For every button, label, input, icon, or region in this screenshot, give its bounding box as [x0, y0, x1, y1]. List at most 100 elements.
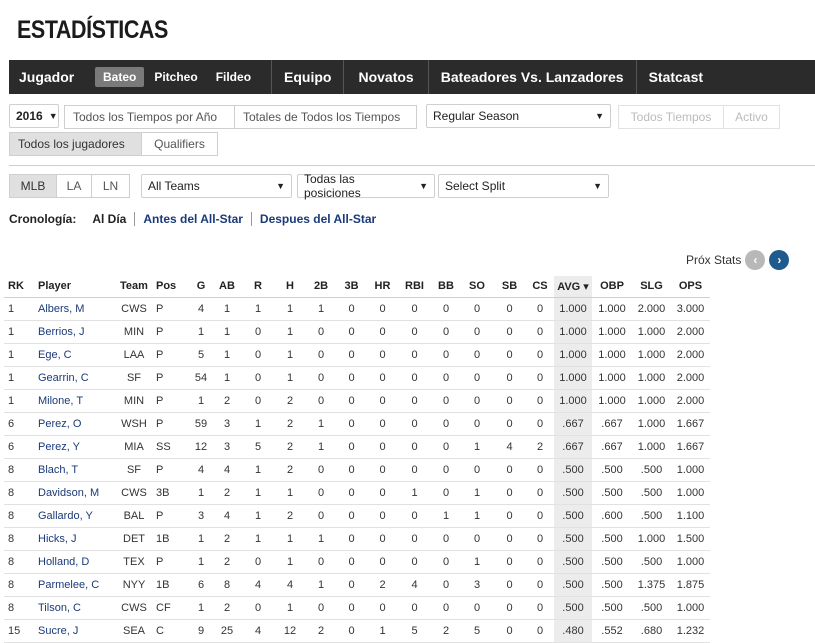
- column-header-r[interactable]: R: [242, 276, 274, 298]
- column-header-player[interactable]: Player: [34, 276, 116, 298]
- table-row: 8 Tilson, C CWS CF 1 2 0 1 0 0 0 0 0 0 0 0.500.500.500 1…: [4, 596, 710, 620]
- column-header-so[interactable]: SO: [461, 276, 493, 298]
- cell-player[interactable]: Perez, O: [34, 412, 116, 436]
- cronologia-despues-all-star[interactable]: Despues del All-Star: [259, 212, 377, 226]
- cell-h: 2: [274, 435, 306, 459]
- todos-jugadores-button[interactable]: Todos los jugadores: [9, 132, 142, 156]
- season-type-select[interactable]: Regular Season ▼: [426, 104, 611, 128]
- team-select[interactable]: All Teams ▼: [141, 174, 292, 198]
- cell-rbi: 0: [398, 550, 431, 574]
- cell-player[interactable]: Davidson, M: [34, 481, 116, 505]
- cell-2b: 0: [306, 343, 336, 367]
- cell-player[interactable]: Sucre, J: [34, 619, 116, 643]
- cell-ops: 1.667: [671, 435, 710, 459]
- cell-so: 1: [461, 481, 493, 505]
- column-header-obp[interactable]: OBP: [592, 276, 632, 298]
- tab-fildeo[interactable]: Fildeo: [215, 70, 252, 84]
- column-header-team[interactable]: Team: [116, 276, 152, 298]
- league-ln-button[interactable]: LN: [92, 174, 130, 198]
- cell-hr: 0: [367, 412, 398, 436]
- tab-equipo[interactable]: Equipo: [272, 60, 345, 94]
- cell-player[interactable]: Holland, D: [34, 550, 116, 574]
- cell-2b: 1: [306, 412, 336, 436]
- cell-2b: 0: [306, 504, 336, 528]
- column-header-g[interactable]: G: [190, 276, 212, 298]
- season-value: 2016: [16, 109, 43, 123]
- column-header-rbi[interactable]: RBI: [398, 276, 431, 298]
- cell-player[interactable]: Ege, C: [34, 343, 116, 367]
- column-header-rk[interactable]: RK: [4, 276, 34, 298]
- cell-ab: 3: [212, 412, 242, 436]
- column-header-3b[interactable]: 3B: [336, 276, 367, 298]
- cell-team: SF: [116, 366, 152, 390]
- cell-player[interactable]: Gearrin, C: [34, 366, 116, 390]
- column-header-pos[interactable]: Pos: [152, 276, 190, 298]
- cronologia-antes-all-star[interactable]: Antes del All-Star: [135, 212, 252, 226]
- cell-player[interactable]: Milone, T: [34, 389, 116, 413]
- tab-pitcheo[interactable]: Pitcheo: [154, 70, 198, 84]
- league-la-button[interactable]: LA: [57, 174, 92, 198]
- cronologia-al-dia[interactable]: Al Día: [92, 212, 136, 226]
- cell-bb: 0: [431, 458, 461, 482]
- chevron-left-icon[interactable]: ‹: [745, 250, 766, 270]
- cell-bb: 2: [431, 619, 461, 643]
- cell-sb: 0: [493, 550, 526, 574]
- cell-cs: 0: [526, 504, 554, 528]
- column-header-2b[interactable]: 2B: [306, 276, 336, 298]
- column-header-avg[interactable]: AVG ▾: [554, 276, 592, 298]
- column-header-ab[interactable]: AB: [212, 276, 242, 298]
- season-select[interactable]: 2016 ▼: [9, 104, 59, 128]
- column-header-slg[interactable]: SLG: [632, 276, 671, 298]
- cell-pos: P: [152, 458, 190, 482]
- column-header-bb[interactable]: BB: [431, 276, 461, 298]
- cell-hr: 2: [367, 573, 398, 597]
- cell-cs: 0: [526, 412, 554, 436]
- column-header-ops[interactable]: OPS: [671, 276, 710, 298]
- column-header-h[interactable]: H: [274, 276, 306, 298]
- cell-slg: 1.000: [632, 412, 671, 436]
- cell-player[interactable]: Tilson, C: [34, 596, 116, 620]
- nav-jugador[interactable]: Jugador: [19, 69, 75, 85]
- cell-so: 1: [461, 435, 493, 459]
- column-header-cs[interactable]: CS: [526, 276, 554, 298]
- todos-tiempos-por-ano-button[interactable]: Todos los Tiempos por Año: [64, 105, 235, 129]
- cell-player[interactable]: Perez, Y: [34, 435, 116, 459]
- column-header-sb[interactable]: SB: [493, 276, 526, 298]
- cell-player[interactable]: Hicks, J: [34, 527, 116, 551]
- tab-bateadores-vs-lanzadores[interactable]: Bateadores Vs. Lanzadores: [429, 60, 637, 94]
- cell-player[interactable]: Parmelee, C: [34, 573, 116, 597]
- cell-obp: .500: [592, 458, 632, 482]
- split-select[interactable]: Select Split ▼: [438, 174, 609, 198]
- cell-bb: 0: [431, 550, 461, 574]
- cell-h: 4: [274, 573, 306, 597]
- activo-button[interactable]: Activo: [724, 105, 780, 129]
- cell-avg: 1.000: [554, 343, 592, 367]
- cell-player[interactable]: Blach, T: [34, 458, 116, 482]
- todos-tiempos-button[interactable]: Todos Tiempos: [618, 105, 724, 129]
- position-select[interactable]: Todas las posiciones ▼: [297, 172, 435, 200]
- cell-pos: P: [152, 320, 190, 344]
- cell-player[interactable]: Berrios, J: [34, 320, 116, 344]
- tab-statcast[interactable]: Statcast: [648, 69, 704, 85]
- cell-rbi: 0: [398, 504, 431, 528]
- cell-hr: 0: [367, 481, 398, 505]
- chevron-right-icon[interactable]: ›: [769, 250, 790, 270]
- tab-bateo[interactable]: Bateo: [95, 67, 145, 87]
- totales-todos-tiempos-button[interactable]: Totales de Todos los Tiempos: [235, 105, 417, 129]
- tab-novatos[interactable]: Novatos: [344, 60, 429, 94]
- cell-pos: CF: [152, 596, 190, 620]
- table-row: 8 Hicks, J DET 1B 1 2 1 1 1 0 0 0 0 0 0 0.500.500 1.000 1…: [4, 527, 710, 551]
- column-header-hr[interactable]: HR: [367, 276, 398, 298]
- cell-rbi: 0: [398, 412, 431, 436]
- cell-avg: .667: [554, 435, 592, 459]
- cell-obp: 1.000: [592, 366, 632, 390]
- cell-sb: 0: [493, 596, 526, 620]
- cell-player[interactable]: Gallardo, Y: [34, 504, 116, 528]
- league-mlb-button[interactable]: MLB: [9, 174, 57, 198]
- cell-player[interactable]: Albers, M: [34, 297, 116, 321]
- cell-ab: 1: [212, 297, 242, 321]
- cell-sb: 0: [493, 320, 526, 344]
- qualifiers-button[interactable]: Qualifiers: [142, 132, 218, 156]
- cell-team: CWS: [116, 481, 152, 505]
- cell-2b: 1: [306, 573, 336, 597]
